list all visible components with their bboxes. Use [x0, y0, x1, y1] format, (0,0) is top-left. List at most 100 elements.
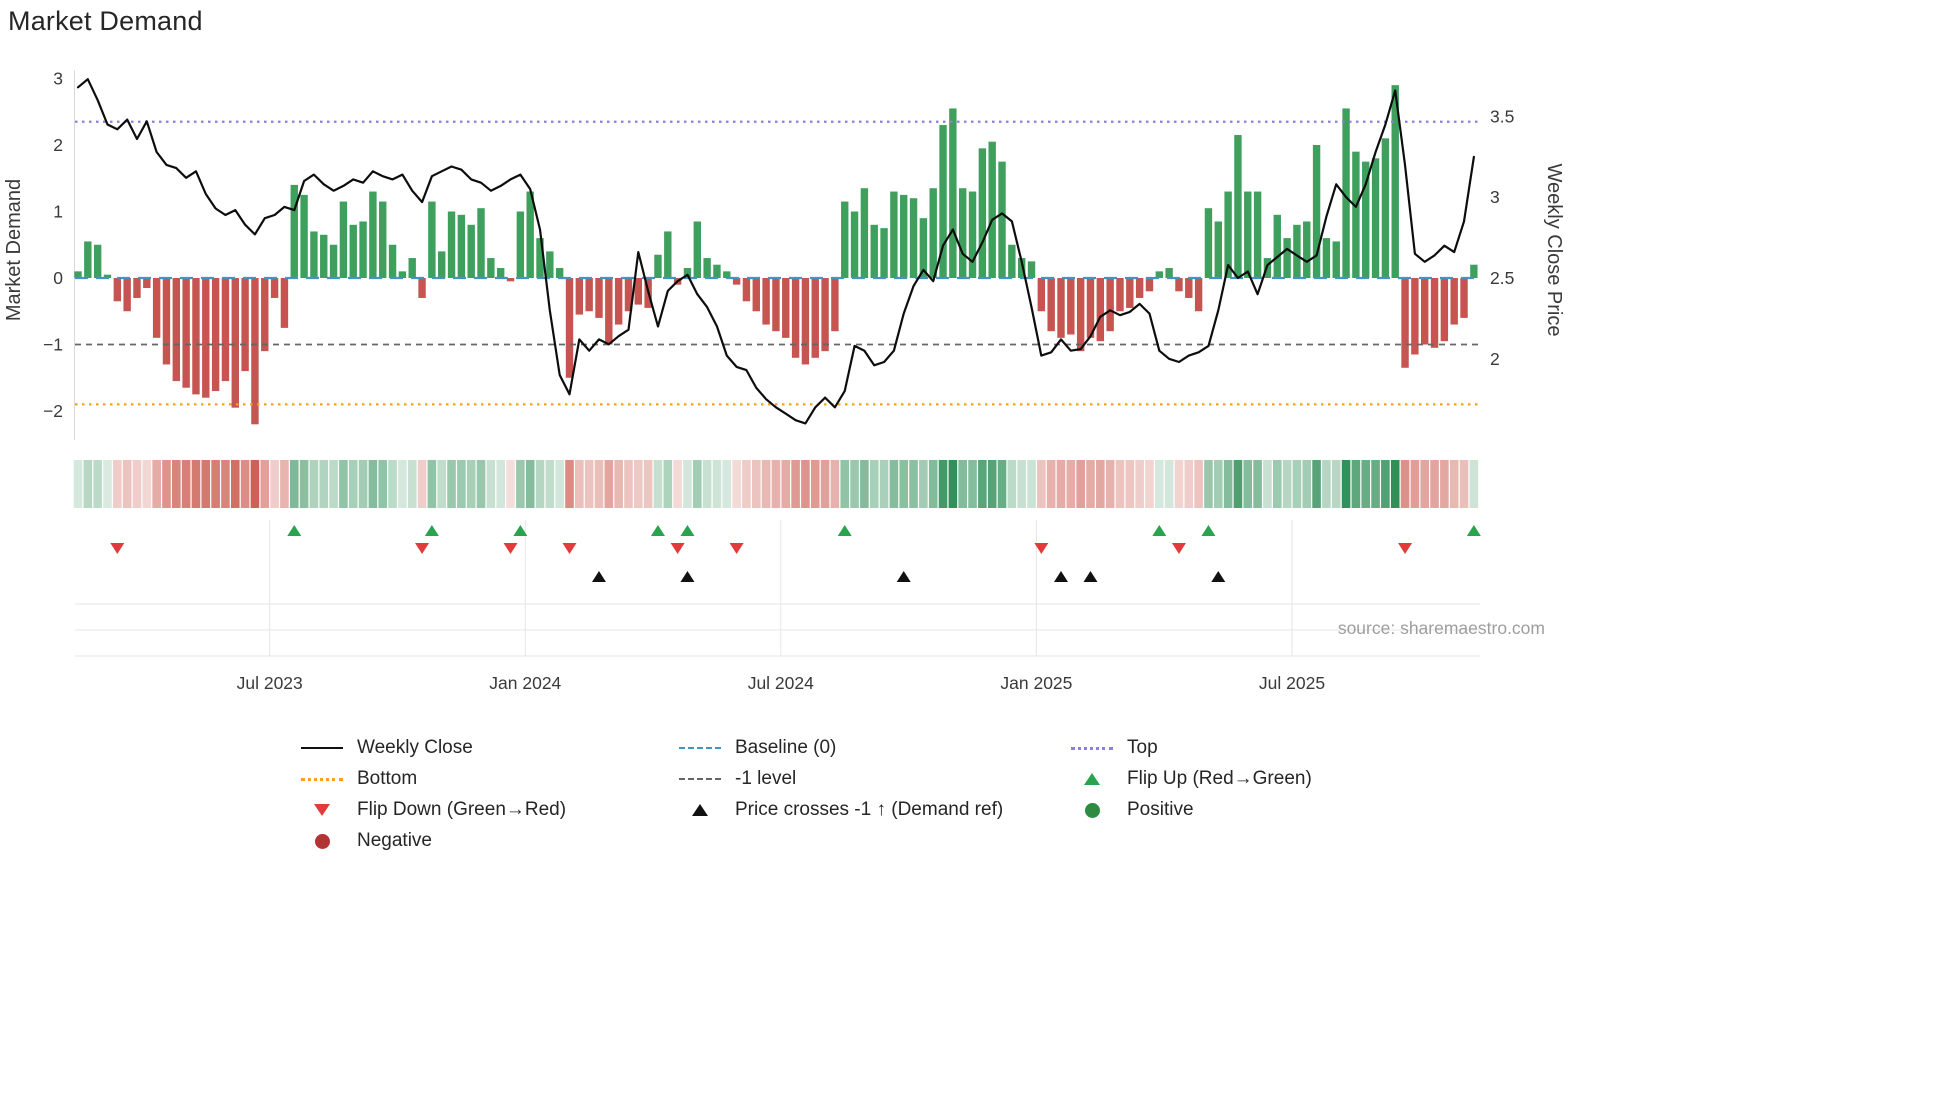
heatmap-cell — [801, 460, 810, 508]
heatmap-cell — [1174, 460, 1184, 508]
legend-item-baseline-0: Baseline (0) — [678, 737, 1070, 759]
heat-strip — [73, 460, 1479, 508]
flip-down-marker — [1171, 543, 1186, 554]
heatmap-cell — [1007, 460, 1017, 508]
demand-bar — [1440, 278, 1449, 342]
demand-bar — [202, 278, 210, 398]
demand-bar — [379, 201, 387, 278]
demand-bar — [614, 278, 623, 325]
heatmap-cell — [309, 460, 319, 508]
demand-bar — [1027, 261, 1036, 279]
heatmap-cell — [643, 460, 653, 508]
heatmap-cell — [1420, 460, 1430, 508]
heatmap-cell — [958, 460, 967, 508]
heatmap-cell — [1390, 460, 1400, 508]
demand-bar — [595, 278, 603, 318]
demand-bar — [320, 234, 328, 278]
heatmap-cell — [604, 460, 614, 508]
heatmap-cell — [388, 460, 397, 508]
heatmap-cell — [928, 460, 938, 508]
demand-bar — [1244, 191, 1252, 278]
demand-bar — [860, 188, 869, 278]
x-axis-tick: Jul 2023 — [237, 673, 303, 693]
right-axis-tick: 3 — [1490, 187, 1500, 207]
demand-bar — [683, 268, 692, 278]
heatmap-cell — [1282, 460, 1292, 508]
demand-bar — [605, 278, 613, 345]
legend-label: Positive — [1127, 799, 1194, 820]
heatmap-cell — [1066, 460, 1076, 508]
heatmap-cell — [545, 460, 555, 508]
demand-bar — [280, 278, 289, 328]
demand-bar — [959, 188, 967, 278]
demand-bar — [723, 271, 731, 278]
heatmap-cell — [1086, 460, 1095, 508]
price-cross-marker — [1054, 571, 1068, 582]
flip-up-marker — [680, 525, 695, 536]
demand-bar — [1430, 278, 1439, 348]
demand-bar — [428, 201, 436, 278]
heatmap-cell — [820, 460, 830, 508]
heatmap-cell — [1223, 460, 1233, 508]
heatmap-cell — [427, 460, 437, 508]
demand-bar — [1155, 271, 1163, 278]
demand-bar — [1421, 278, 1429, 345]
demand-bar — [1017, 258, 1026, 278]
heatmap-cell — [113, 460, 122, 508]
demand-bar — [457, 214, 466, 278]
flip-down-marker — [110, 543, 125, 554]
heatmap-cell — [1292, 460, 1302, 508]
left-axis-tick: −2 — [43, 401, 63, 421]
legend-item-1-level: -1 level — [678, 768, 1070, 790]
heatmap-cell — [299, 460, 309, 508]
demand-bar — [1194, 278, 1203, 312]
demand-bar — [909, 198, 918, 278]
demand-bars — [74, 85, 1478, 425]
demand-bar — [1332, 241, 1340, 278]
heatmap-cell — [909, 460, 918, 508]
triangle-up-shape — [1084, 773, 1100, 785]
demand-bar — [1283, 238, 1291, 278]
demand-bar — [998, 161, 1006, 279]
heatmap-cell — [358, 460, 368, 508]
right-axis-label: Weekly Close Price — [1543, 163, 1565, 336]
line-dotted-swatch-icon — [300, 769, 344, 789]
heatmap-cell — [555, 460, 564, 508]
demand-bar — [1224, 191, 1232, 278]
heatmap-cell — [860, 460, 869, 508]
heatmap-cell — [889, 460, 899, 508]
empty-subplot-gridlines — [75, 520, 1480, 657]
heatmap-cell — [840, 460, 850, 508]
demand-bar — [978, 148, 987, 278]
legend-label: Negative — [357, 830, 432, 851]
left-axis-tick: 0 — [53, 268, 63, 288]
demand-bar — [555, 268, 564, 278]
heatmap-cell — [280, 460, 289, 508]
demand-bar — [1106, 278, 1114, 332]
demand-bar — [261, 278, 269, 352]
demand-bar — [988, 141, 996, 278]
heatmap-cell — [339, 460, 348, 508]
flip-up-marker — [513, 525, 528, 536]
demand-bar — [182, 278, 190, 388]
heatmap-cell — [1027, 460, 1036, 508]
demand-bar — [791, 278, 800, 358]
left-axis-tick: 2 — [53, 135, 63, 155]
flip-up-marker — [287, 525, 302, 536]
demand-bar — [634, 278, 643, 305]
heatmap-cell — [732, 460, 741, 508]
x-axis-tick: Jul 2025 — [1259, 673, 1325, 693]
heatmap-cell — [663, 460, 673, 508]
line-dotted-shape — [301, 777, 343, 781]
demand-bar — [1204, 208, 1213, 278]
heatmap-cell — [1400, 460, 1410, 508]
heatmap-cell — [1115, 460, 1125, 508]
flip-down-marker — [562, 543, 577, 554]
flip-up-marker — [1466, 525, 1481, 536]
heatmap-cell — [594, 460, 604, 508]
demand-bar — [74, 271, 82, 278]
heatmap-cell — [496, 460, 505, 508]
heatmap-cell — [93, 460, 102, 508]
left-axis-tick: −1 — [43, 335, 63, 355]
demand-bar — [1303, 221, 1311, 278]
